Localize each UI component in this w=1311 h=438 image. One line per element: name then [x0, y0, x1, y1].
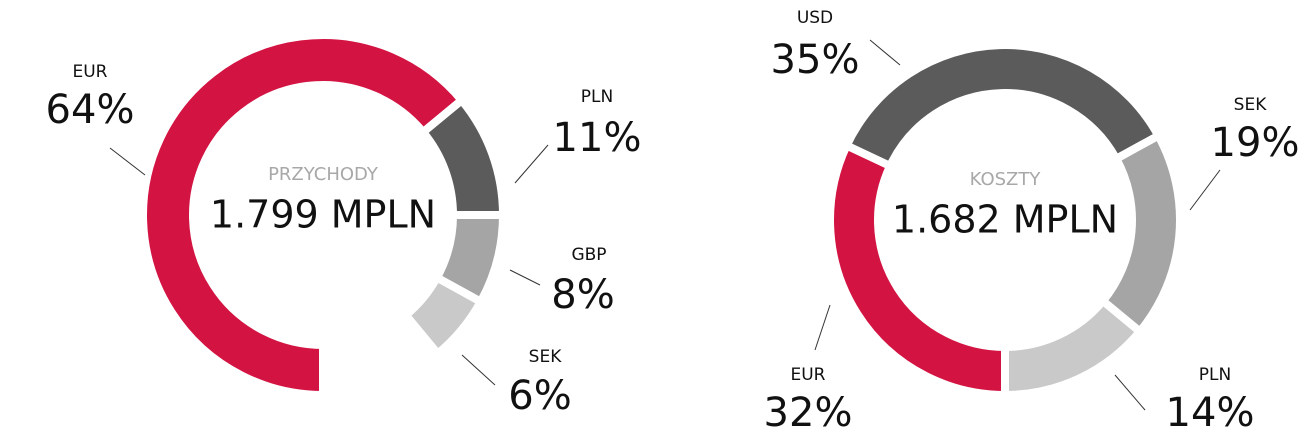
center-total: 1.799 MPLN [210, 193, 436, 237]
center-title: PRZYCHODY [268, 164, 379, 185]
slice-name: SEK [529, 347, 563, 367]
donut-slice [139, 31, 468, 400]
slice-value-label: 14% [1166, 390, 1255, 436]
leader-line [109, 147, 146, 176]
slice-value-label: 11% [553, 115, 642, 161]
slice-value-label: 64% [46, 87, 135, 133]
slice-name: SEK [1234, 95, 1268, 115]
slice-value-label: 19% [1211, 120, 1300, 166]
donut-slice [400, 272, 487, 360]
leader-line [869, 39, 901, 66]
slice-name: USD [797, 8, 833, 28]
leader-line [1114, 374, 1146, 411]
slice-value-label: 32% [764, 390, 853, 436]
center-total: 1.682 MPLN [892, 198, 1118, 242]
donut-slice [841, 41, 1164, 172]
leader-line [514, 144, 549, 184]
leader-line [1189, 169, 1221, 211]
slice-value-label: 6% [508, 373, 571, 419]
slice-value-label: 35% [771, 37, 860, 83]
slice-name: PLN [1199, 365, 1231, 385]
slice-name: EUR [791, 365, 826, 385]
slice-name: GBP [571, 245, 606, 265]
leader-line [814, 304, 831, 351]
donut-slice [1001, 295, 1146, 400]
slice-value-label: 8% [551, 272, 614, 318]
slice-name: PLN [581, 87, 613, 107]
slice-name: EUR [73, 62, 108, 82]
leader-line [509, 269, 541, 286]
leader-line [461, 354, 496, 386]
center-title: KOSZTY [970, 169, 1042, 190]
